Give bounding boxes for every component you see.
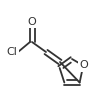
Text: O: O — [79, 61, 88, 70]
Text: O: O — [28, 17, 36, 27]
Text: Cl: Cl — [7, 47, 17, 57]
